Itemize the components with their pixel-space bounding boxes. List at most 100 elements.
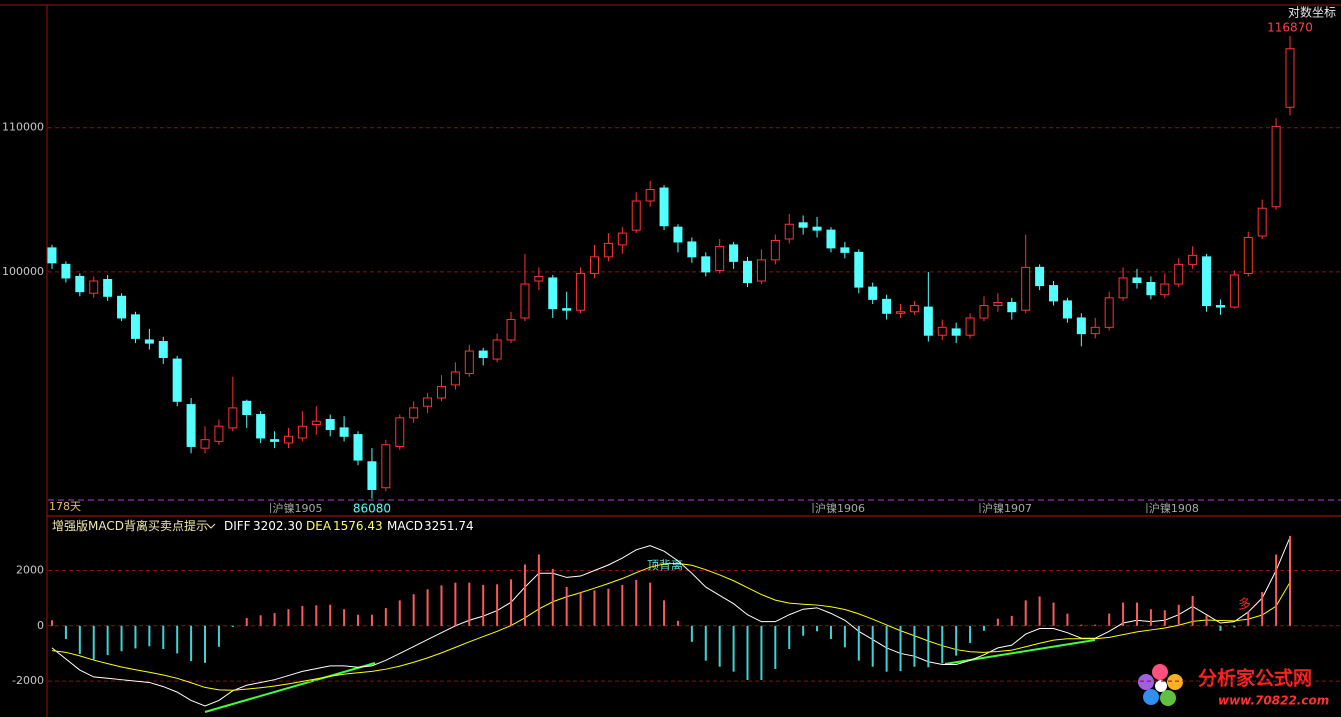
- candle-body: [1090, 326, 1100, 335]
- candle-body: [798, 222, 808, 228]
- candle-body: [743, 260, 753, 284]
- candle-body: [909, 305, 919, 313]
- x-tick-label: 沪镍1906: [815, 501, 865, 515]
- candle-body: [993, 301, 1003, 307]
- scale-label: 对数坐标: [1288, 5, 1336, 20]
- y-tick-label: -2000: [12, 674, 44, 687]
- candle-body: [645, 188, 655, 202]
- candle-body: [854, 251, 864, 288]
- candle-body: [840, 247, 850, 253]
- candle-body: [478, 350, 488, 358]
- candle-body: [130, 314, 140, 339]
- x-tick-label: 沪镍1907: [982, 501, 1032, 515]
- candle-body: [325, 419, 335, 431]
- candle-body: [868, 286, 878, 300]
- y-tick-label: 110000: [2, 121, 44, 134]
- candle-body: [576, 272, 586, 311]
- indicator-line: [51, 562, 1291, 691]
- candle-body: [1035, 266, 1045, 287]
- candle-body: [673, 226, 683, 243]
- period-label: 178天: [49, 500, 81, 513]
- candle-body: [687, 241, 697, 258]
- candle-body: [492, 339, 502, 360]
- candle-body: [158, 341, 168, 358]
- signal-label: 顶背离: [647, 558, 683, 573]
- candle-body: [47, 247, 57, 264]
- watermark-title: 分析家公式网: [1198, 667, 1312, 690]
- candle-body: [617, 232, 627, 246]
- candle-body: [1229, 274, 1239, 308]
- candle-body: [117, 295, 127, 319]
- candle-body: [75, 275, 85, 293]
- logo-petal: [1160, 690, 1176, 706]
- candle-body: [214, 425, 224, 442]
- candle-body: [729, 244, 739, 262]
- candle-body: [339, 427, 349, 437]
- candle-body: [882, 298, 892, 314]
- min-label: 86080: [353, 502, 391, 516]
- candle-body: [1271, 125, 1281, 208]
- logo-petal: [1167, 674, 1183, 690]
- candle-body: [450, 371, 460, 386]
- max-label: 116870: [1267, 21, 1313, 35]
- candle-body: [1007, 301, 1017, 313]
- candle-body: [409, 407, 419, 419]
- watermark-url: www.70822.com: [1218, 694, 1329, 708]
- candle-body: [937, 326, 947, 336]
- candle-body: [770, 239, 780, 261]
- candle-body: [464, 350, 474, 375]
- divergence-line: [204, 662, 376, 713]
- candle-body: [965, 317, 975, 336]
- candle-body: [423, 397, 433, 407]
- candle-body: [826, 229, 836, 249]
- candle-body: [242, 400, 252, 416]
- y-tick-label: 2000: [16, 564, 44, 577]
- candle-body: [520, 283, 530, 319]
- candle-body: [353, 434, 363, 461]
- candle-body: [1049, 285, 1059, 302]
- candle-body: [715, 245, 725, 271]
- candle-body: [1160, 283, 1170, 296]
- candle-body: [297, 425, 307, 439]
- candle-body: [701, 256, 711, 273]
- logo-petal: [1138, 674, 1154, 690]
- candle-body: [1257, 207, 1267, 237]
- candle-body: [436, 386, 446, 399]
- y-tick-label: 0: [37, 619, 44, 632]
- candle-body: [270, 439, 280, 442]
- macd-header: 增强版MACD背离买卖点提示 DIFF 3202.30 DEA 1576.43 …: [52, 518, 474, 533]
- candle-body: [562, 308, 572, 311]
- dropdown-chevron[interactable]: [206, 523, 216, 529]
- y-tick-label: 100000: [2, 265, 44, 278]
- candle-body: [603, 242, 613, 258]
- logo-petal: [1143, 689, 1159, 705]
- candle-body: [631, 200, 641, 231]
- candle-body: [812, 226, 822, 231]
- candle-body: [1202, 256, 1212, 307]
- candle-body: [61, 263, 71, 279]
- candle-body: [311, 420, 321, 426]
- candle-body: [1243, 237, 1253, 274]
- candle-body: [395, 417, 405, 447]
- candle-body: [228, 407, 238, 429]
- candle-body: [589, 256, 599, 274]
- candle-body: [283, 435, 293, 444]
- candle-body: [103, 278, 113, 297]
- candle-body: [1104, 297, 1114, 328]
- candle-body: [1118, 277, 1128, 299]
- x-tick-label: 沪镍1905: [273, 501, 323, 515]
- candle-body: [784, 223, 794, 240]
- candle-body: [979, 305, 989, 319]
- logo-center: [1155, 680, 1167, 692]
- logo-petal: [1152, 664, 1168, 680]
- candle-body: [923, 306, 933, 336]
- candle-body: [1188, 254, 1198, 265]
- watermark-logo: [1138, 664, 1183, 706]
- candle-body: [89, 280, 99, 294]
- candle-body: [256, 414, 266, 439]
- candle-body: [548, 277, 558, 310]
- candle-body: [200, 439, 210, 449]
- candle-body: [1021, 266, 1031, 311]
